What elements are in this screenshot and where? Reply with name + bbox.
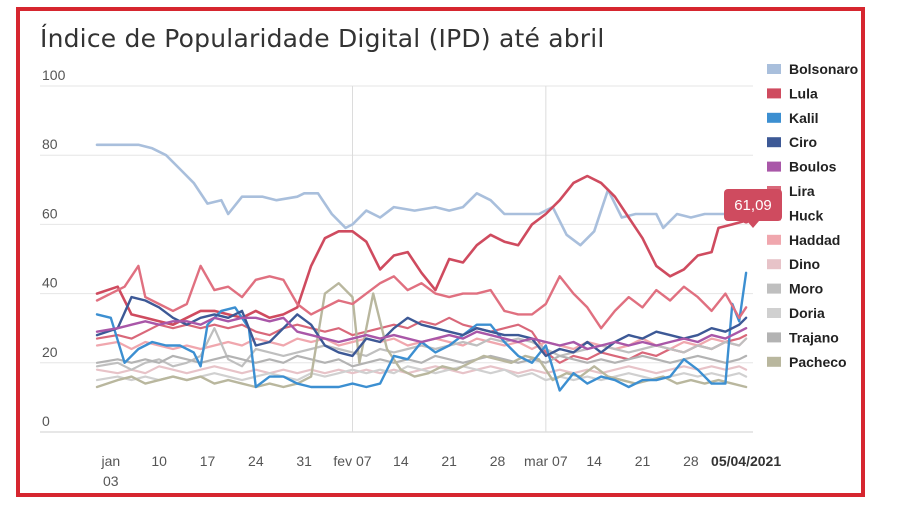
y-tick-label: 40 [42,275,58,291]
legend-label-lira: Lira [789,183,815,199]
legend-swatch-trajano [767,332,781,343]
x-tick-label: 14 [586,453,602,469]
series-line-boulos [95,316,748,351]
x-tick-label: 05/04/2021 [711,453,781,469]
x-tick-label: 31 [296,453,312,469]
legend-label-ciro: Ciro [789,134,817,150]
legend-swatch-pacheco [767,356,781,367]
legend-label-trajano: Trajano [789,329,839,345]
x-tick-label: 28 [683,453,699,469]
x-tick-label: 28 [490,453,506,469]
series-line-doria [95,365,748,382]
legend-label-huck: Huck [789,207,823,223]
series-line-trajano [95,354,748,368]
legend-label-dino: Dino [789,256,820,272]
x-tick-label: fev 07 [333,453,371,469]
y-tick-label: 60 [42,205,58,221]
x-tick-label: jan [100,453,120,469]
legend-swatch-haddad [767,234,781,245]
legend-swatch-boulos [767,161,781,172]
x-tick-label: 21 [635,453,651,469]
x-tick-label: 24 [248,453,264,469]
legend-label-pacheco: Pacheco [789,354,847,370]
x-tick-sublabel: 03 [103,473,119,489]
legend-label-boulos: Boulos [789,159,837,175]
y-tick-label: 100 [42,67,66,83]
x-tick-label: 14 [393,453,409,469]
callout-box [724,189,782,221]
x-tick-label: 10 [151,453,167,469]
series-line-lula [95,174,748,326]
legend-swatch-bolsonaro [767,64,781,74]
x-tick-label: mar 07 [524,453,568,469]
legend-label-doria: Doria [789,305,825,321]
legend-label-moro: Moro [789,281,823,297]
callout-pointer [747,221,759,228]
y-tick-label: 80 [42,136,58,152]
chart-title: Índice de Popularidade Digital (IPD) até… [40,24,605,53]
series-line-huck [95,264,748,330]
legend-label-lula: Lula [789,85,818,101]
y-tick-label: 0 [42,413,50,429]
chart-frame [16,7,865,497]
callout-value: 61,09 [734,197,772,214]
series-line-kalil [95,271,748,392]
x-tick-label: 17 [200,453,216,469]
legend-swatch-doria [767,308,781,318]
y-tick-label: 20 [42,344,58,360]
legend-label-haddad: Haddad [789,232,840,248]
legend-label-bolsonaro: Bolsonaro [789,61,858,77]
x-tick-label: 21 [441,453,457,469]
series-line-lira [95,316,748,364]
legend-swatch-dino [767,259,781,270]
legend-swatch-lula [767,88,781,99]
legend-swatch-ciro [767,137,781,148]
series-line-bolsonaro [95,143,748,247]
legend-swatch-moro [767,283,781,294]
series-line-dino [95,365,748,375]
series-line-ciro [95,295,748,358]
legend-swatch-kalil [767,112,781,123]
legend-label-kalil: Kalil [789,110,819,126]
